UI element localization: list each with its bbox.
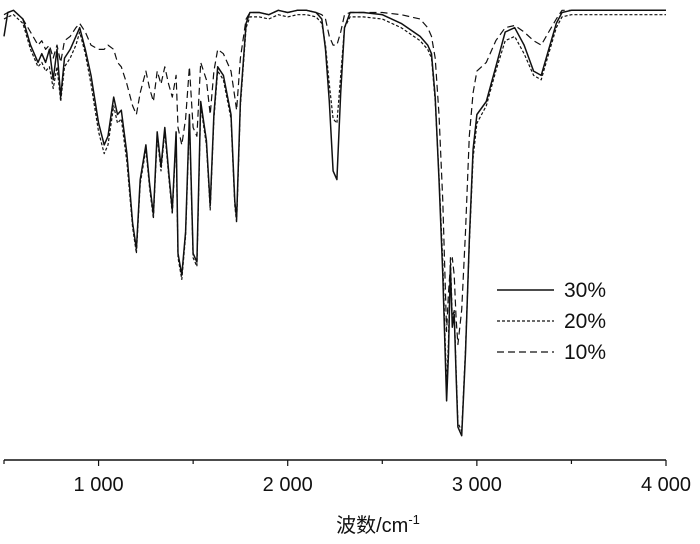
series-line-1 xyxy=(3,9,666,437)
x-tick-label: 2 000 xyxy=(263,474,313,496)
legend: 30% 20% 10% xyxy=(497,279,606,364)
x-tick-label: 3 000 xyxy=(452,474,502,496)
x-axis-title: 波数/cm-1 xyxy=(336,512,420,537)
x-tick-label: 4 000 xyxy=(641,474,691,496)
series-line-2 xyxy=(3,14,666,432)
series-line-3 xyxy=(3,9,666,346)
legend-label-1: 30% xyxy=(564,279,606,302)
legend-label-2: 20% xyxy=(564,310,606,333)
x-tick-label: 1 000 xyxy=(74,474,124,496)
x-axis-title-text: 波数/cm xyxy=(336,514,408,537)
legend-label-3: 10% xyxy=(564,341,606,364)
series-layer xyxy=(3,9,666,437)
x-axis-title-superscript: -1 xyxy=(408,512,420,527)
x-axis-ticks: 1 000 2 000 3 000 4 000 xyxy=(3,460,691,496)
